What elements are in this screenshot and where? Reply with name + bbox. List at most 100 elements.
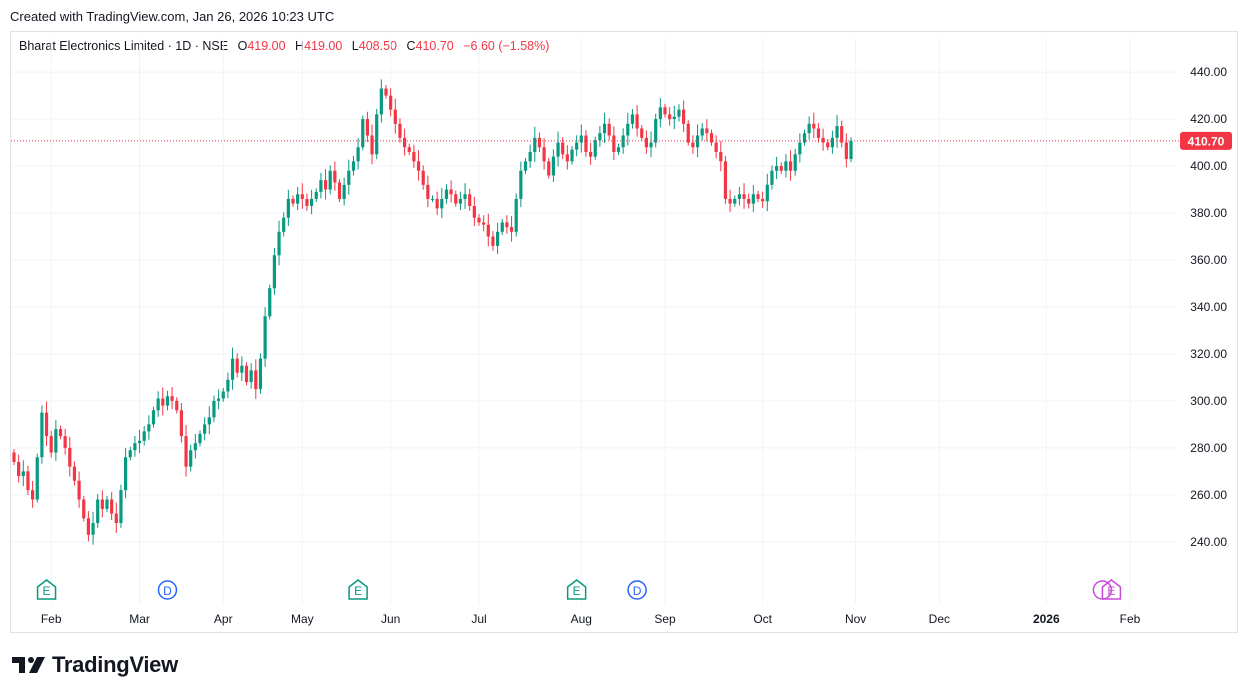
candle-body xyxy=(565,154,569,162)
candle-body xyxy=(751,194,755,204)
candle-body xyxy=(100,499,104,509)
candle-body xyxy=(640,128,644,138)
y-tick-label: 360.00 xyxy=(1190,253,1227,267)
earnings-marker-icon xyxy=(566,579,587,600)
candle-body xyxy=(110,499,114,514)
candle-body xyxy=(816,128,821,138)
chart-panel[interactable] xyxy=(10,31,1238,633)
candle-body xyxy=(430,198,435,200)
candle-body xyxy=(663,107,667,115)
candle-body xyxy=(658,107,662,120)
x-tick-label: 2026 xyxy=(1033,612,1060,626)
candle-body xyxy=(244,365,249,383)
candle-body xyxy=(54,429,58,453)
low-label: L xyxy=(351,39,359,53)
candle-body xyxy=(802,133,807,143)
candle-body xyxy=(96,499,100,524)
candle-body xyxy=(593,140,597,157)
candle-body xyxy=(435,198,439,209)
candle-body xyxy=(151,410,156,425)
candle-body xyxy=(375,114,379,155)
open-value: 419.00 xyxy=(247,39,286,53)
candle-body xyxy=(775,166,779,171)
candle-body xyxy=(812,123,816,129)
candle-body xyxy=(830,137,834,148)
candle-body xyxy=(384,88,388,96)
candle-body xyxy=(212,400,216,418)
candle-body xyxy=(268,288,272,317)
event-marker-label: D xyxy=(633,584,642,598)
candle-body xyxy=(277,231,281,256)
x-tick-label: Feb xyxy=(41,612,62,626)
candle-body xyxy=(630,114,635,124)
candle-body xyxy=(472,205,476,218)
candle-body xyxy=(449,189,453,195)
candle-body xyxy=(742,194,746,199)
candle-body xyxy=(137,440,142,444)
candle-body xyxy=(184,436,188,467)
candle-body xyxy=(86,518,90,535)
candle-body xyxy=(21,471,25,477)
x-tick-label: Dec xyxy=(929,612,950,626)
candle-body xyxy=(747,198,751,204)
candle-body xyxy=(454,194,458,204)
symbol-legend: Bharat Electronics Limited · 1D · NSE O4… xyxy=(19,39,549,53)
candle-body xyxy=(147,424,151,432)
low-value: 408.50 xyxy=(358,39,397,53)
event-marker-label: E xyxy=(1107,584,1115,598)
close-label: C xyxy=(406,39,416,53)
candle-body xyxy=(286,198,290,218)
candle-body xyxy=(528,151,532,162)
x-tick-label: Feb xyxy=(1120,612,1141,626)
x-tick-label: Sep xyxy=(654,612,676,626)
candle-body xyxy=(579,135,583,143)
candle-body xyxy=(337,182,342,199)
candle-body xyxy=(556,142,560,157)
candle-body xyxy=(482,222,486,225)
candle-body xyxy=(77,480,81,500)
candle-body xyxy=(356,147,360,162)
candle-body xyxy=(12,452,16,462)
candle-body xyxy=(668,114,672,120)
candle-body xyxy=(821,137,825,143)
x-tick-label: Apr xyxy=(214,612,233,626)
candle-body xyxy=(421,170,425,185)
candle-body xyxy=(49,436,53,453)
candle-body xyxy=(537,137,542,148)
candle-body xyxy=(230,358,235,380)
candle-body xyxy=(728,198,732,204)
y-tick-label: 340.00 xyxy=(1190,300,1227,314)
candle-body xyxy=(226,379,230,392)
candle-body xyxy=(761,198,765,202)
candle-body xyxy=(714,142,718,152)
candle-body xyxy=(849,140,853,159)
candle-body xyxy=(440,198,444,209)
close-value: 410.70 xyxy=(415,39,454,53)
candle-body xyxy=(31,490,35,500)
candle-body xyxy=(361,119,365,148)
event-marker-label: E xyxy=(573,584,581,598)
symbol-title[interactable]: Bharat Electronics Limited · 1D · NSE xyxy=(19,39,229,53)
created-with-text: Created with TradingView.com, Jan 26, 20… xyxy=(10,9,335,24)
candle-body xyxy=(272,255,276,289)
candle-body xyxy=(82,499,86,519)
candle-body xyxy=(444,189,449,199)
candle-body xyxy=(598,133,602,141)
candle-body xyxy=(91,523,95,535)
candle-body xyxy=(58,429,63,437)
candle-body xyxy=(533,137,537,152)
candle-body xyxy=(193,443,197,451)
earnings-marker-icon xyxy=(348,579,368,600)
candle-body xyxy=(509,227,514,232)
candle-body xyxy=(705,128,709,134)
candle-body xyxy=(40,412,44,458)
candle-body xyxy=(179,410,183,437)
candle-body xyxy=(310,198,314,206)
candle-body xyxy=(319,180,323,192)
candle-body xyxy=(844,142,848,159)
tradingview-logo[interactable]: TradingView xyxy=(12,652,178,678)
candle-body xyxy=(175,400,179,411)
candle-body xyxy=(840,126,844,143)
candle-body xyxy=(765,184,769,202)
